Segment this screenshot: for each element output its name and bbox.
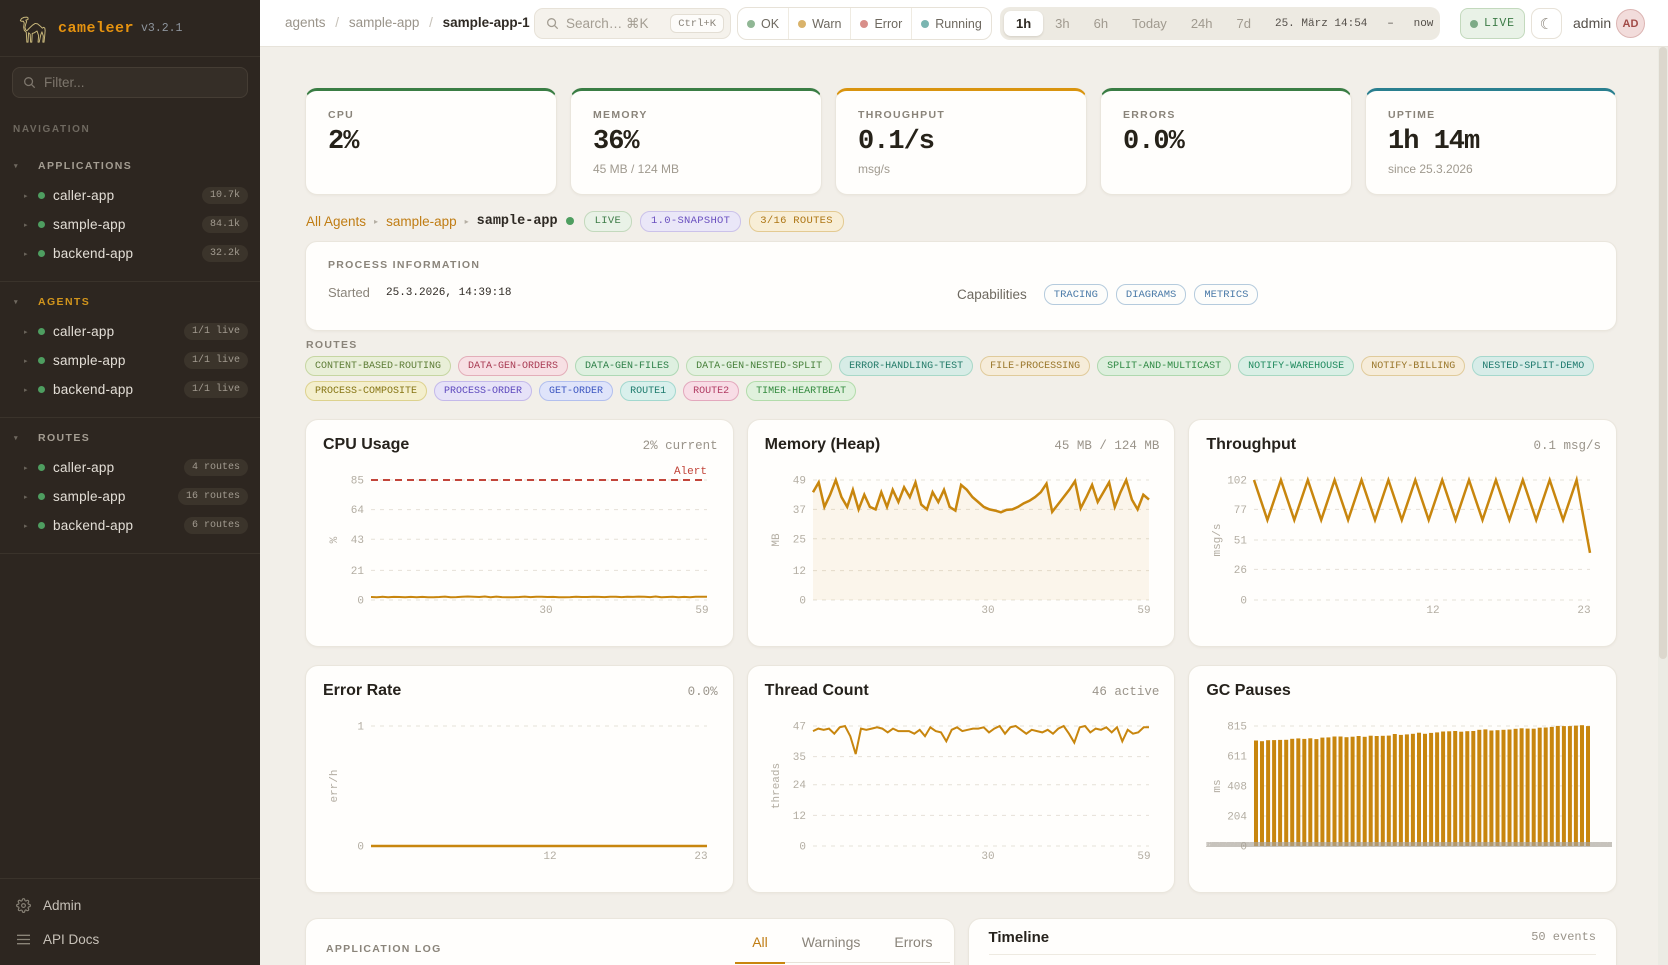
svg-text:1: 1 — [357, 722, 364, 734]
svg-text:25: 25 — [792, 534, 805, 546]
svg-text:30: 30 — [981, 851, 994, 863]
svg-text:43: 43 — [351, 535, 364, 547]
svg-text:0: 0 — [799, 842, 806, 854]
svg-text:ms: ms — [1212, 779, 1224, 792]
svg-text:30: 30 — [981, 605, 994, 617]
svg-text:0: 0 — [357, 842, 364, 854]
svg-text:0: 0 — [357, 596, 364, 608]
svg-text:21: 21 — [351, 566, 365, 578]
svg-text:30: 30 — [539, 605, 552, 617]
svg-text:102: 102 — [1228, 476, 1248, 488]
svg-text:37: 37 — [792, 505, 805, 517]
svg-text:23: 23 — [1578, 605, 1591, 617]
svg-text:35: 35 — [792, 752, 805, 764]
svg-text:59: 59 — [1137, 605, 1150, 617]
svg-text:threads: threads — [771, 763, 783, 809]
svg-text:Alert: Alert — [674, 466, 707, 478]
svg-text:23: 23 — [694, 851, 707, 863]
svg-text:408: 408 — [1228, 781, 1248, 793]
svg-text:204: 204 — [1228, 812, 1248, 824]
svg-text:59: 59 — [695, 605, 708, 617]
svg-text:%: % — [329, 536, 341, 543]
svg-text:MB: MB — [771, 533, 783, 547]
svg-text:85: 85 — [351, 476, 364, 488]
svg-text:24: 24 — [792, 780, 806, 792]
svg-text:12: 12 — [792, 811, 805, 823]
svg-text:26: 26 — [1234, 565, 1247, 577]
svg-text:0: 0 — [1241, 842, 1248, 854]
svg-text:err/h: err/h — [329, 769, 341, 802]
svg-text:51: 51 — [1234, 536, 1248, 548]
svg-text:47: 47 — [792, 722, 805, 734]
svg-text:64: 64 — [351, 505, 365, 517]
svg-text:59: 59 — [1137, 851, 1150, 863]
svg-text:0: 0 — [799, 596, 806, 608]
svg-text:815: 815 — [1228, 722, 1248, 734]
svg-text:12: 12 — [792, 566, 805, 578]
svg-text:611: 611 — [1228, 752, 1248, 764]
svg-text:77: 77 — [1234, 505, 1247, 517]
svg-text:msg/s: msg/s — [1212, 523, 1224, 556]
svg-text:49: 49 — [792, 476, 805, 488]
svg-text:12: 12 — [1427, 605, 1440, 617]
svg-text:0: 0 — [1241, 596, 1248, 608]
svg-text:12: 12 — [543, 851, 556, 863]
